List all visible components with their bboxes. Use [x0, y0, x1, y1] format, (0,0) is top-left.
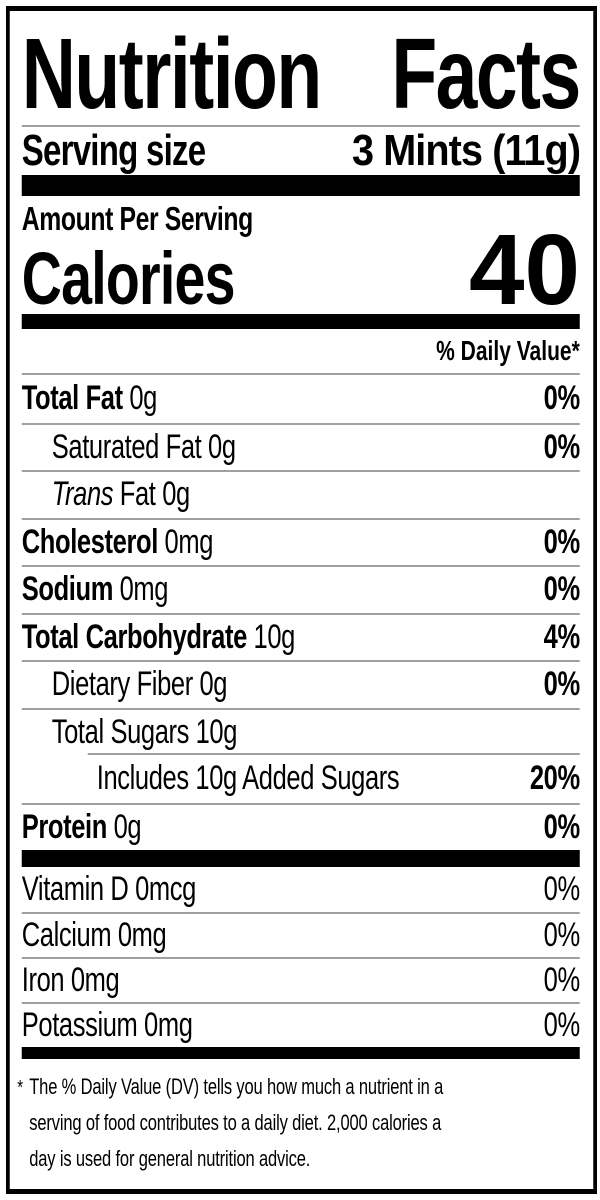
nutrient-row-cholesterol: Cholesterol 0mg 0%: [21, 517, 580, 566]
nutrient-name: Protein: [21, 807, 108, 846]
nutrient-row-iron: Iron 0mg 0%: [21, 957, 580, 1002]
nutrient-row-added-sugars: Includes 10g Added Sugars 20%: [22, 753, 580, 803]
footnote-line: serving of food contributes to a daily d…: [29, 1110, 442, 1135]
nutrient-name: Includes 10g Added Sugars: [96, 759, 400, 798]
calories-row: Calories 40: [21, 220, 580, 320]
serving-size-row: Serving size 3 Mints (11g): [21, 126, 581, 175]
nutrient-row-total-carbohydrate: Total Carbohydrate 10g 4%: [21, 612, 580, 661]
nutrient-row-calcium: Calcium 0mg 0%: [21, 912, 580, 957]
footnote-text: The % Daily Value (DV) tells you how muc…: [29, 1069, 443, 1177]
micronutrient-rows: Vitamin D 0mcg 0% Calcium 0mg 0% Iron 0mg 0…: [21, 867, 580, 1047]
nutrient-amount: 0mg: [119, 570, 169, 609]
amount-per-serving-label: Amount Per Serving: [21, 200, 254, 237]
nutrient-row-total-sugars: Total Sugars 10g: [21, 707, 580, 756]
nutrient-name: Total Carbohydrate: [21, 617, 248, 656]
nutrient-amount: 0mcg: [135, 870, 196, 908]
nutrient-dv: 4%: [543, 617, 580, 656]
nutrient-name: Saturated Fat: [51, 427, 202, 466]
nutrient-dv: 0%: [543, 916, 580, 954]
nutrient-dv: 0%: [543, 807, 580, 846]
nutrient-row-vitamin-d: Vitamin D 0mcg 0%: [22, 867, 580, 912]
nutrient-amount: 0g: [199, 665, 228, 704]
nutrient-row-protein: Protein 0g 0%: [21, 802, 580, 851]
nutrient-amount: 0mg: [117, 916, 167, 954]
nutrient-amount: 0g: [113, 807, 142, 846]
calories-label: Calories: [21, 236, 236, 320]
calories-value: 40: [468, 214, 580, 326]
nutrient-dv: 0%: [543, 665, 580, 704]
nutrient-name: Calcium: [21, 916, 112, 954]
thick-divider-bar: [21, 1047, 580, 1059]
nutrient-amount: 0g: [129, 379, 157, 418]
nutrient-name: Total Sugars: [51, 712, 190, 751]
nutrient-rows: Total Fat 0g 0% Saturated Fat 0g 0% Trans F…: [21, 375, 580, 851]
nutrient-amount: 0g: [208, 427, 236, 466]
nutrition-facts-label: Nutrition Facts Serving size 3 Mints (11…: [6, 6, 597, 1194]
thick-divider-bar: [21, 175, 580, 196]
nutrient-amount: 10g: [253, 617, 296, 656]
thick-divider-bar: [21, 314, 580, 329]
label-title: Nutrition Facts: [21, 18, 581, 130]
nutrient-name: Vitamin D: [21, 870, 129, 908]
nutrient-amount: Fat 0g: [119, 475, 190, 514]
nutrient-row-trans-fat: Trans Fat 0g: [21, 470, 580, 518]
nutrient-name: Trans: [51, 475, 114, 514]
nutrient-name: Iron: [21, 961, 65, 999]
nutrient-amount: 10g: [195, 712, 238, 751]
nutrient-name: Potassium: [21, 1006, 138, 1044]
nutrient-amount: 0mg: [70, 961, 120, 999]
nutrient-row-dietary-fiber: Dietary Fiber 0g 0%: [21, 660, 580, 708]
footnote-line: day is used for general nutrition advice…: [29, 1146, 311, 1171]
footnote-line: The % Daily Value (DV) tells you how muc…: [29, 1074, 444, 1099]
nutrient-row-saturated-fat: Saturated Fat 0g 0%: [21, 422, 580, 471]
nutrient-dv: 20%: [529, 759, 580, 798]
nutrient-dv: 0%: [543, 427, 580, 466]
nutrient-row-sodium: Sodium 0mg 0%: [21, 565, 580, 613]
nutrient-dv: 0%: [543, 570, 580, 609]
nutrient-dv: 0%: [543, 961, 580, 999]
nutrient-name: Sodium: [21, 570, 114, 609]
serving-size-label: Serving size: [21, 126, 206, 175]
nutrient-row-total-fat: Total Fat 0g 0%: [22, 375, 580, 423]
footnote-asterisk: *: [17, 1077, 23, 1099]
daily-value-header: % Daily Value*: [21, 329, 580, 375]
nutrient-dv: 0%: [543, 1006, 580, 1044]
nutrient-amount: 0mg: [144, 1006, 193, 1044]
daily-value-footnote: * The % Daily Value (DV) tells you how m…: [17, 1059, 580, 1177]
nutrient-amount: 0mg: [164, 522, 214, 561]
nutrient-dv: 0%: [543, 379, 580, 418]
nutrient-dv: 0%: [543, 522, 580, 561]
nutrient-name: Dietary Fiber: [51, 665, 193, 704]
thick-divider-bar: [21, 850, 580, 867]
nutrient-row-potassium: Potassium 0mg 0%: [21, 1002, 580, 1047]
nutrient-dv: 0%: [543, 870, 580, 908]
nutrient-name: Cholesterol: [21, 522, 159, 561]
nutrient-name: Total Fat: [21, 379, 123, 418]
serving-size-value: 3 Mints (11g): [351, 126, 581, 175]
